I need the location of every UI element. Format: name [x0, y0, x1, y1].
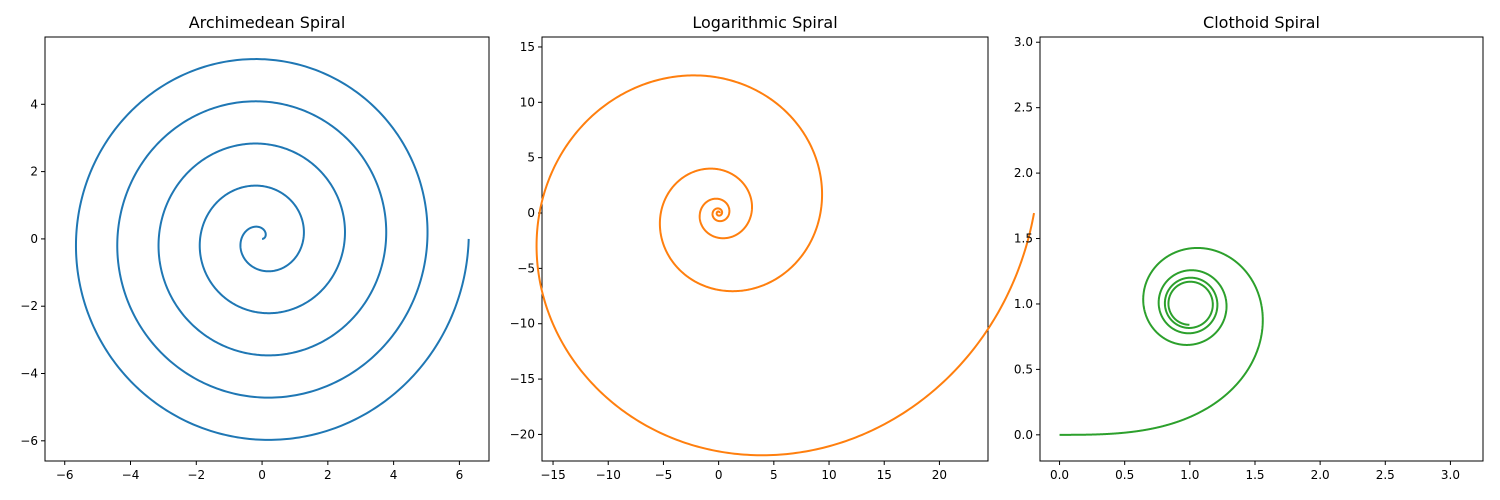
x-tick-label: 0 — [258, 468, 266, 482]
y-tick-label: 3.0 — [1014, 35, 1033, 49]
x-tick-label: 1.5 — [1245, 468, 1264, 482]
x-tick-label: −6 — [56, 468, 74, 482]
y-tick-label: −4 — [20, 367, 38, 381]
x-tick-label: 0 — [715, 468, 723, 482]
y-tick-label: 2.0 — [1014, 166, 1033, 180]
x-tick-label: −5 — [655, 468, 673, 482]
x-tick-label: −10 — [596, 468, 621, 482]
y-tick-label: −20 — [510, 427, 535, 441]
plot-frame — [541, 36, 989, 462]
x-tick-label: 10 — [821, 468, 836, 482]
x-tick-label: −2 — [187, 468, 205, 482]
x-tick-label: 1.0 — [1180, 468, 1199, 482]
subplot-1: Archimedean Spiral −6 −4 −2 0 2 4 6 −6 −4 −2 0 2 4 — [20, 13, 490, 482]
plot-frame — [44, 36, 490, 462]
y-tick-label: 5 — [527, 151, 535, 165]
y-tick-label: −10 — [510, 317, 535, 331]
subplot-2: Logarithmic Spiral −15 −10 −5 0 5 10 15 20 −20 −15… — [510, 13, 1035, 482]
y-tick-label: −5 — [517, 261, 535, 275]
plot-frame — [1039, 36, 1484, 462]
series-line — [1058, 246, 1264, 436]
y-tick-label: 0.5 — [1014, 362, 1033, 376]
x-tick-label: 2 — [324, 468, 332, 482]
x-tick-label: 3.0 — [1441, 468, 1460, 482]
y-tick-label: 0 — [527, 206, 535, 220]
y-tick-label: 15 — [520, 40, 535, 54]
y-tick-label: 0 — [30, 232, 38, 246]
x-tick-label: 15 — [877, 468, 892, 482]
y-tick-label: 0.0 — [1014, 428, 1033, 442]
y-tick-label: −15 — [510, 372, 535, 386]
chart-title: Clothoid Spiral — [1203, 13, 1320, 32]
chart-title: Logarithmic Spiral — [692, 13, 837, 32]
y-tick-label: 2 — [30, 165, 38, 179]
series-line — [74, 58, 470, 441]
series-line — [535, 74, 1035, 457]
subplot-3: Clothoid Spiral 0.0 0.5 1.0 1.5 2.0 2.5 3.0 0.0 0… — [1014, 13, 1484, 482]
x-tick-label: −15 — [540, 468, 565, 482]
x-tick-label: 6 — [456, 468, 464, 482]
x-tick-label: 2.0 — [1311, 468, 1330, 482]
x-tick-label: 5 — [770, 468, 778, 482]
x-tick-label: 2.5 — [1376, 468, 1395, 482]
y-tick-label: 2.5 — [1014, 101, 1033, 115]
y-tick-label: 1.5 — [1014, 232, 1033, 246]
y-tick-label: 10 — [520, 95, 535, 109]
y-tick-label: −2 — [20, 299, 38, 313]
x-tick-label: −4 — [122, 468, 140, 482]
x-tick-label: 0.0 — [1050, 468, 1069, 482]
y-tick-label: 4 — [30, 97, 38, 111]
y-tick-label: 1.0 — [1014, 297, 1033, 311]
x-tick-label: 0.5 — [1115, 468, 1134, 482]
chart-title: Archimedean Spiral — [189, 13, 346, 32]
y-tick-label: −6 — [20, 434, 38, 448]
x-tick-label: 4 — [390, 468, 398, 482]
x-tick-label: 20 — [932, 468, 947, 482]
